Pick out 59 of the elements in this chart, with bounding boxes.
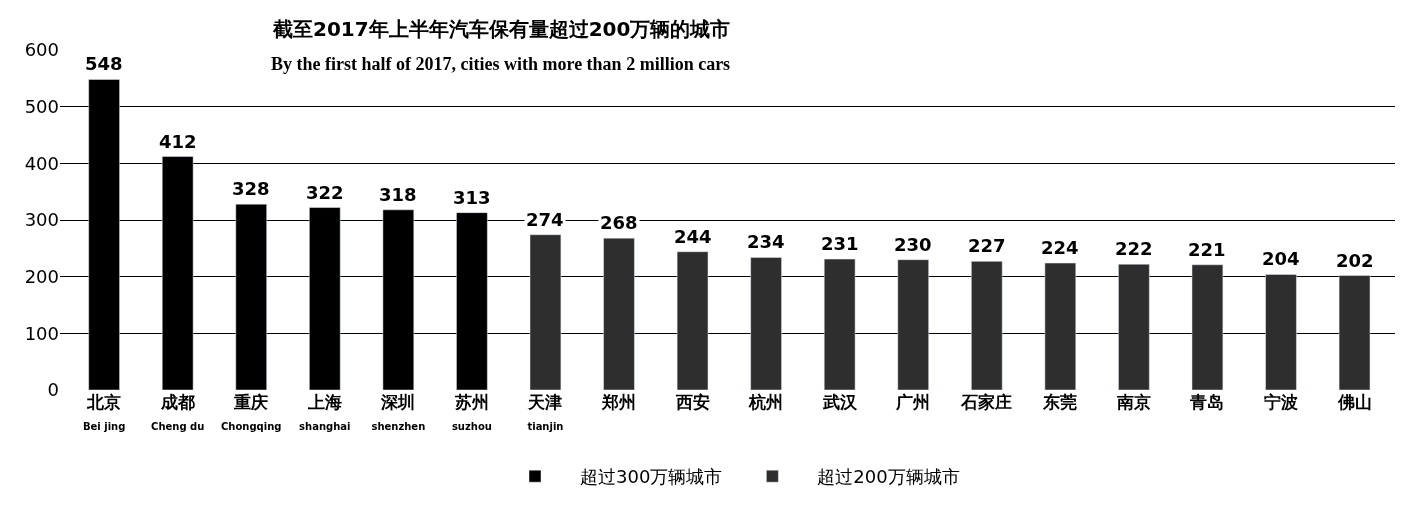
x-tick-label: 上海 shanghai bbox=[299, 392, 351, 433]
x-tick-label: 苏州 suzhou bbox=[451, 392, 492, 433]
data-label: 328 bbox=[232, 178, 270, 199]
y-tick-label: 400 bbox=[24, 152, 59, 174]
data-label: 268 bbox=[600, 212, 638, 233]
data-label: 274 bbox=[526, 209, 564, 230]
bar bbox=[971, 261, 1003, 390]
x-tick-label: 石家庄 bbox=[960, 392, 1013, 412]
data-label: 244 bbox=[674, 226, 712, 247]
bar bbox=[676, 251, 709, 390]
x-tick-label: 深圳 shenzhen bbox=[371, 392, 426, 433]
bar bbox=[897, 259, 929, 390]
bar bbox=[1338, 275, 1371, 390]
x-tick-label: 青岛 bbox=[1189, 392, 1225, 412]
data-label: 313 bbox=[453, 187, 491, 208]
x-tick-label: 东莞 bbox=[1042, 392, 1078, 412]
data-label: 231 bbox=[821, 233, 859, 254]
data-label: 222 bbox=[1115, 238, 1153, 259]
x-tick-label: 杭州 bbox=[748, 392, 784, 412]
data-label: 230 bbox=[894, 234, 932, 255]
data-label: 318 bbox=[379, 184, 417, 205]
chart-subtitle: By the first half of 2017, cities with more than 2 million cars bbox=[271, 54, 731, 74]
data-label: 224 bbox=[1041, 237, 1079, 258]
x-tick-label: 武汉 bbox=[821, 392, 858, 412]
bar bbox=[1044, 262, 1077, 390]
x-tick-label: 郑州 bbox=[601, 392, 637, 412]
data-label: 234 bbox=[747, 231, 785, 252]
y-tick-label: 0 bbox=[47, 379, 59, 401]
y-tick-label: 500 bbox=[24, 95, 59, 117]
data-label: 412 bbox=[159, 131, 197, 152]
x-tick-label: 成都 Cheng du bbox=[151, 392, 205, 433]
data-label: 202 bbox=[1336, 250, 1374, 271]
data-label: 548 bbox=[85, 53, 123, 74]
data-label: 322 bbox=[306, 182, 344, 203]
y-tick-label: 100 bbox=[24, 322, 59, 344]
data-label: 204 bbox=[1262, 248, 1300, 269]
x-tick-label: 广州 bbox=[895, 392, 931, 412]
x-tick-label: 西安 bbox=[674, 392, 710, 412]
chart-title: 截至2017年上半年汽车保有量超过200万辆的城市 bbox=[272, 17, 731, 41]
bar bbox=[1265, 274, 1297, 390]
legend-label: 超过300万辆城市 bbox=[580, 466, 723, 488]
y-tick-label: 300 bbox=[24, 209, 59, 231]
legend-label: 超过200万辆城市 bbox=[817, 466, 960, 488]
bar bbox=[823, 258, 856, 390]
x-tick-label: 宁波 bbox=[1263, 392, 1298, 412]
x-tick-label: 佛山 bbox=[1336, 392, 1372, 412]
data-label: 227 bbox=[968, 235, 1006, 256]
x-tick-label: 北京 Bei jing bbox=[82, 392, 126, 433]
x-tick-label: 天津 tianjin bbox=[527, 392, 564, 433]
data-label: 221 bbox=[1188, 239, 1226, 260]
bar bbox=[1118, 263, 1150, 390]
bar bbox=[529, 234, 562, 390]
y-tick-label: 200 bbox=[24, 265, 59, 287]
bar bbox=[1191, 264, 1224, 390]
x-tick-label: 南京 bbox=[1115, 392, 1151, 412]
bar bbox=[603, 237, 635, 390]
bar bbox=[750, 257, 782, 390]
y-tick-label: 600 bbox=[24, 39, 59, 61]
x-tick-label: 重庆 Chongqing bbox=[221, 392, 282, 433]
